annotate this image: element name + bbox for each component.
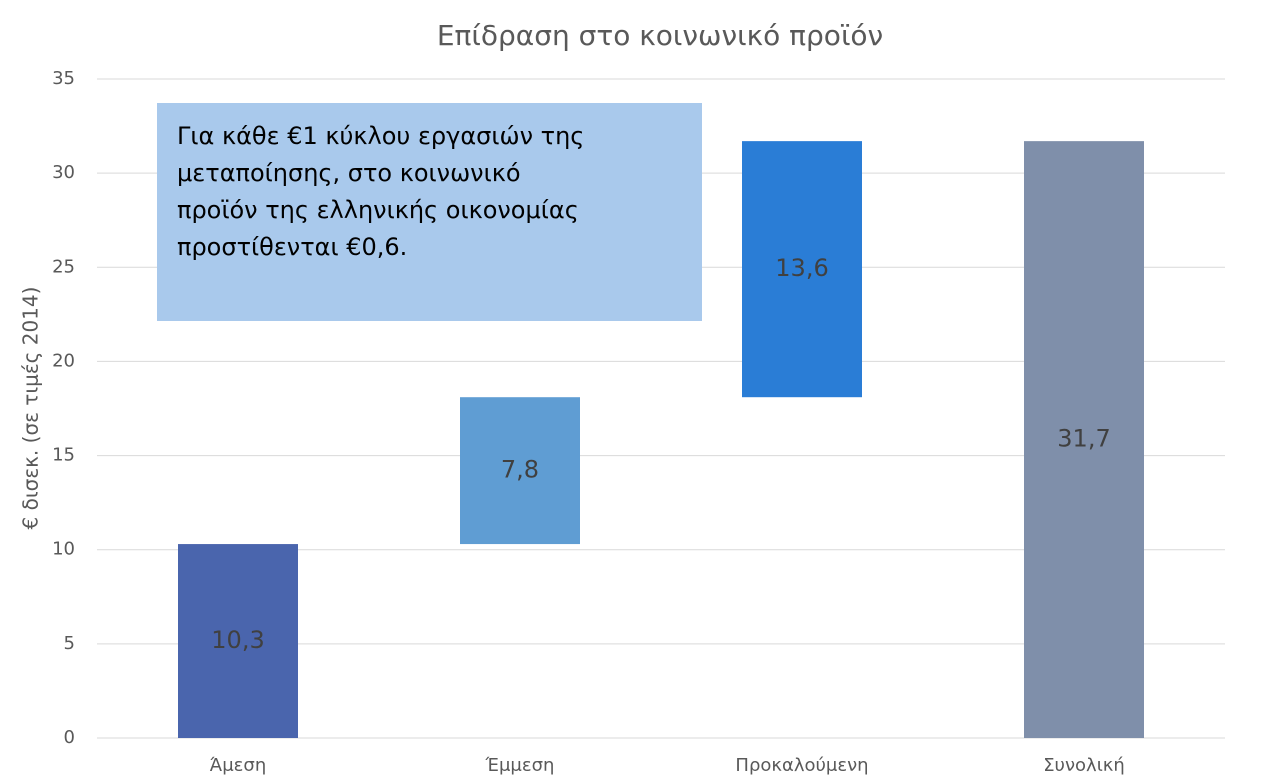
chart-title: Επίδραση στο κοινωνικό προϊόν	[437, 19, 883, 52]
annotation-text: μεταποίησης, στο κοινωνικό	[177, 159, 521, 187]
y-tick-label: 35	[52, 68, 75, 89]
y-tick-label: 25	[52, 256, 75, 277]
y-axis-label: € δισεκ. (σε τιμές 2014)	[19, 287, 43, 530]
annotation-text: Για κάθε €1 κύκλου εργασιών της	[177, 122, 584, 150]
data-label: 10,3	[211, 626, 264, 654]
annotation-text: προστίθενται €0,6.	[177, 233, 407, 261]
y-tick-label: 0	[64, 727, 75, 748]
x-tick-label: Άμεση	[210, 755, 266, 776]
y-tick-label: 30	[52, 162, 75, 183]
y-tick-label: 20	[52, 350, 75, 371]
data-label: 13,6	[775, 254, 828, 282]
annotation-text: προϊόν της ελληνικής οικονομίας	[177, 196, 579, 224]
y-tick-label: 15	[52, 445, 75, 466]
bar	[742, 141, 862, 398]
x-tick-label: Συνολική	[1043, 755, 1125, 776]
annotation-box	[157, 103, 702, 321]
y-tick-label: 5	[64, 633, 75, 654]
bar	[1024, 141, 1144, 739]
bar	[460, 397, 580, 545]
data-label: 7,8	[501, 456, 539, 484]
x-tick-label: Προκαλούμενη	[735, 755, 868, 776]
x-tick-label: Έμμεση	[485, 755, 555, 776]
bar	[178, 544, 298, 738]
y-tick-label: 10	[52, 539, 75, 560]
data-label: 31,7	[1057, 425, 1110, 453]
